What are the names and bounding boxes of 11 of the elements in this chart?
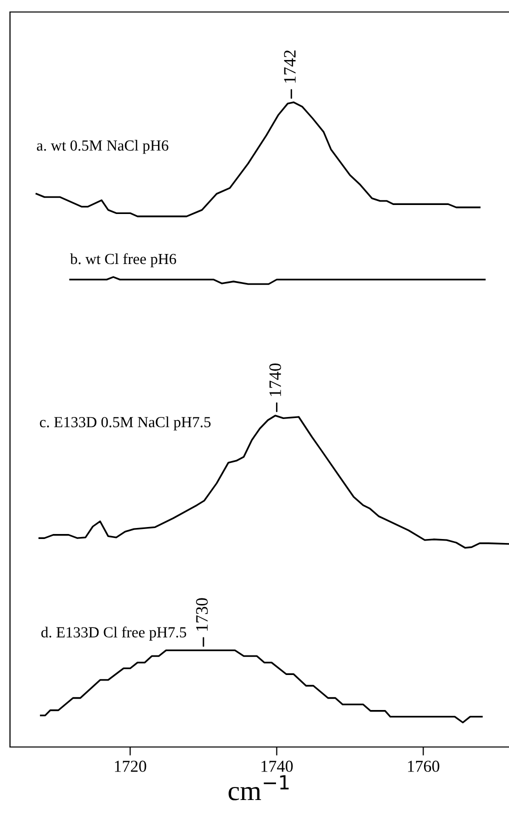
- x-tick-label: 1740: [262, 760, 293, 772]
- annotation: 1742: [284, 50, 296, 83]
- x-axis-title: cm$^{−1}$: [228, 775, 289, 800]
- text: a. wt 0.5M NaCl pH6: [36, 140, 168, 154]
- x-tick-label: 1720: [114, 760, 146, 772]
- annotation: 1730: [196, 598, 208, 631]
- text: c. E133D 0.5M NaCl pH7.5: [40, 416, 211, 430]
- legend-label: d. E133D Cl free pH7.5: [41, 626, 186, 641]
- series-label: b. wt Cl free pH6: [70, 253, 176, 268]
- annotation: 1740: [269, 363, 282, 396]
- x-tick-label: 1760: [408, 760, 440, 772]
